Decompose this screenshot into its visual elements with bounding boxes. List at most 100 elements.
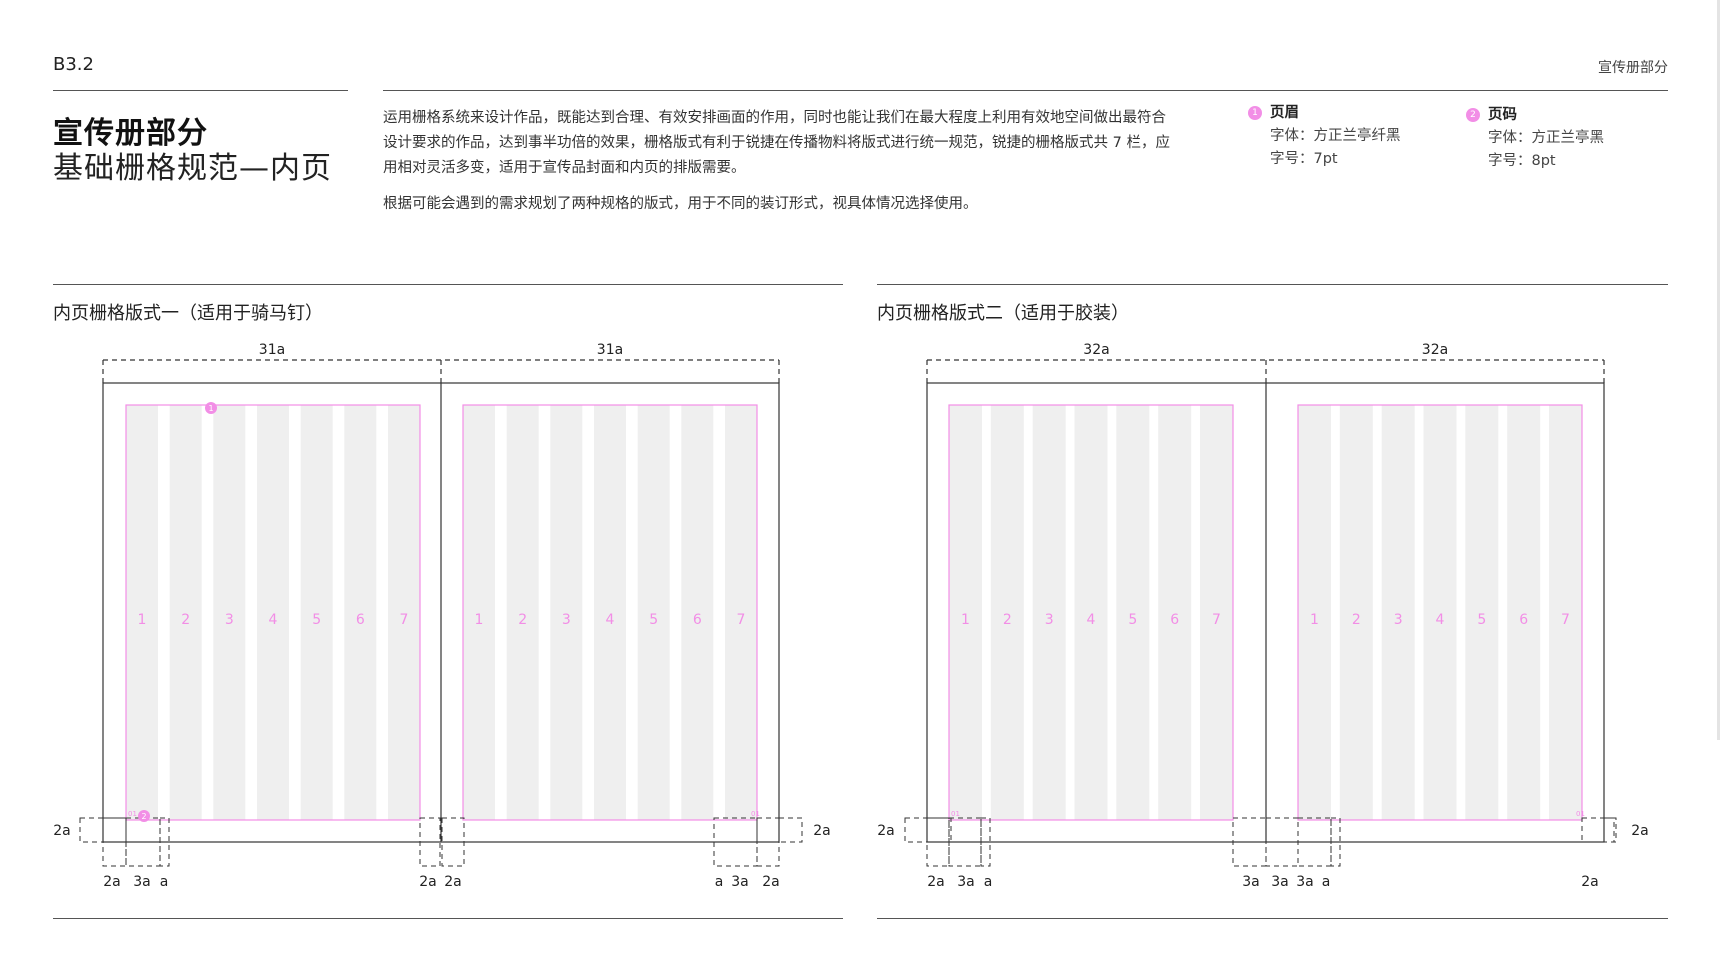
grid-column [388, 405, 420, 820]
layout-2-title: 内页栅格版式二（适用于胶装） [877, 303, 1129, 324]
marker-2-icon [138, 810, 150, 822]
grid-column [949, 405, 982, 820]
column-number: 5 [1128, 612, 1137, 628]
note-header: 页眉 字体：方正兰亭纤黑 字号：7pt [1270, 102, 1401, 171]
margin-dimension-box [756, 817, 780, 843]
layout-1-title: 内页栅格版式一（适用于骑马钉） [53, 303, 323, 324]
column-number: 1 [1310, 612, 1319, 628]
column-number: 2 [181, 612, 190, 628]
grid-column [463, 405, 495, 820]
side-margin-label: 2a [53, 823, 71, 839]
grid-column [506, 405, 539, 820]
grid-column [594, 405, 626, 820]
bottom-dimension-label: 2a [762, 874, 780, 890]
note-font: 字体：方正兰亭黑 [1488, 130, 1604, 146]
bottom-dimension-label: 3a [1271, 874, 1289, 890]
margin-dimension-box [1330, 817, 1341, 867]
note-page-number: 页码 字体：方正兰亭黑 字号：8pt [1488, 104, 1604, 173]
column-number: 7 [1561, 612, 1570, 628]
divider [383, 90, 1668, 91]
grid-column [126, 405, 158, 820]
margin-dimension-box [778, 817, 803, 843]
column-number: 1 [961, 612, 970, 628]
column-number: 2 [1352, 612, 1361, 628]
bottom-dimension-label: 3a [1242, 874, 1260, 890]
bottom-dimension-label: 3a [133, 874, 151, 890]
page-number-mark: 01 [751, 810, 760, 818]
column-number: 6 [693, 612, 702, 628]
page-subtitle: 基础栅格规范—内页 [53, 151, 332, 186]
note-size: 字号：8pt [1488, 153, 1556, 169]
bottom-dimension-label: a [1322, 874, 1331, 890]
grid-column [681, 405, 714, 820]
page-title: 宣传册部分 [53, 116, 208, 151]
column-number: 4 [269, 612, 278, 628]
column-number: 6 [1519, 612, 1528, 628]
note-title: 页眉 [1270, 105, 1299, 121]
margin-dimension-box [419, 817, 441, 867]
grid-column [1032, 405, 1066, 820]
column-number: 2 [518, 612, 527, 628]
grid-column [1200, 405, 1233, 820]
bottom-dimension-label: a [160, 874, 169, 890]
note-title: 页码 [1488, 107, 1517, 123]
type-area [1297, 404, 1583, 821]
grid-column [257, 405, 289, 820]
width-label: 32a [1422, 342, 1448, 358]
column-number: 5 [649, 612, 658, 628]
bottom-dimension-label: 2a [444, 874, 462, 890]
width-label: 32a [1083, 342, 1109, 358]
type-area [125, 404, 421, 821]
column-number: 4 [1087, 612, 1096, 628]
grid-column [169, 405, 202, 820]
grid-column [344, 405, 377, 820]
width-label: 31a [259, 342, 285, 358]
width-label: 31a [597, 342, 623, 358]
marker-1-badge: 1 [1248, 106, 1262, 120]
column-number: 4 [1436, 612, 1445, 628]
grid-column [725, 405, 757, 820]
divider [877, 284, 1668, 285]
bottom-dimension-label: 3a [1296, 874, 1314, 890]
column-number: 7 [737, 612, 746, 628]
column-number: 6 [356, 612, 365, 628]
bottom-dimension-label: 2a [103, 874, 121, 890]
grid-column [1298, 405, 1331, 820]
page-number-mark: 01 [951, 810, 960, 818]
grid-column [1074, 405, 1108, 820]
grid-column [1465, 405, 1499, 820]
intro-paragraph: 运用栅格系统来设计作品，既能达到合理、有效安排画面的作用，同时也能让我们在最大程… [383, 110, 1170, 176]
column-number: 1 [475, 612, 484, 628]
bottom-dimension-label: 2a [927, 874, 945, 890]
column-number: 2 [1003, 612, 1012, 628]
side-margin-label: 2a [813, 823, 831, 839]
page-number-mark: 01 [1576, 810, 1585, 818]
marker-1-icon [205, 402, 217, 414]
type-area [462, 404, 758, 821]
column-number: 7 [1212, 612, 1221, 628]
column-number: 3 [1045, 612, 1054, 628]
column-number: 1 [138, 612, 147, 628]
page-edge [1717, 0, 1720, 740]
grid-column [1507, 405, 1541, 820]
bottom-dimension-label: a [984, 874, 993, 890]
marker-2-badge: 2 [1466, 108, 1480, 122]
bottom-dimension-label: a [715, 874, 724, 890]
divider [53, 90, 348, 91]
column-number: 3 [225, 612, 234, 628]
column-number: 7 [400, 612, 409, 628]
note-font: 字体：方正兰亭纤黑 [1270, 128, 1401, 144]
grid-column [300, 405, 333, 820]
divider [53, 284, 843, 285]
grid-column [213, 405, 246, 820]
grid-column [1381, 405, 1415, 820]
intro-paragraph-2: 根据可能会遇到的需求规划了两种规格的版式，用于不同的装订形式，视具体情况选择使用… [383, 196, 978, 212]
column-number: 3 [1394, 612, 1403, 628]
bottom-dimension-label: 2a [419, 874, 437, 890]
column-number: 5 [312, 612, 321, 628]
grid-column [637, 405, 670, 820]
divider [877, 918, 1668, 919]
marker-2-label: 2 [141, 812, 146, 821]
type-area [948, 404, 1234, 821]
margin-dimension-box [159, 817, 170, 867]
